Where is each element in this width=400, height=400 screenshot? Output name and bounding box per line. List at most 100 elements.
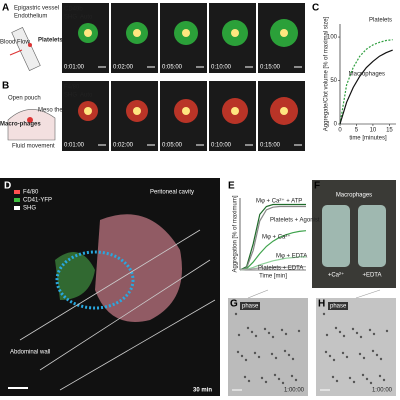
cell: [365, 377, 369, 381]
channel-label: SHG: [64, 15, 77, 21]
cell: [271, 335, 275, 339]
y-tick-label: 50: [330, 78, 337, 84]
cell: [342, 334, 346, 338]
series-label: Platelets: [369, 18, 392, 24]
region-label: Abdominal wall: [10, 350, 50, 356]
cell-core: [280, 29, 288, 37]
cell: [277, 377, 281, 381]
cell-core: [84, 107, 92, 115]
image-h: [316, 298, 396, 396]
cell: [237, 333, 241, 337]
cell-core: [280, 107, 288, 115]
cell: [369, 381, 373, 385]
series-label: Mφ + Ca²⁺: [262, 234, 291, 241]
series-line: [339, 39, 393, 125]
cell: [244, 358, 248, 362]
timestamp: 30 min: [193, 388, 212, 394]
x-tick-label: 5: [355, 128, 359, 134]
channel-label: CD49b: [64, 7, 83, 13]
series-label: Platelets + EDTA: [258, 266, 303, 272]
series-line: [239, 205, 306, 271]
tube-label: +Ca²⁺: [328, 272, 344, 279]
cell: [291, 357, 295, 361]
panel-label: G: [230, 299, 238, 310]
channel-label: F4/80: [64, 85, 80, 91]
diagram-b: [7, 109, 56, 141]
cell: [382, 378, 386, 382]
panel-label: D: [4, 181, 11, 192]
timestamp: 0:15:00: [260, 65, 281, 71]
cell: [297, 329, 301, 333]
cell: [240, 354, 244, 358]
cell: [348, 376, 352, 380]
cell: [375, 353, 379, 357]
cell: [352, 380, 356, 384]
series-label: Mφ + Ca²⁺ + ATP: [256, 198, 302, 205]
diagram-a: [9, 27, 41, 71]
cell: [325, 333, 329, 337]
timestamp: 0:15:00: [260, 143, 281, 149]
panel-label: E: [228, 181, 235, 192]
cell: [270, 352, 274, 356]
legend-label: CD41-YFP: [23, 198, 52, 204]
timestamp: 0:01:00: [64, 143, 85, 149]
timestamp: 0:02:00: [113, 143, 134, 149]
cell-core: [182, 29, 190, 37]
cell: [324, 350, 328, 354]
cell: [368, 328, 372, 332]
series-label: Macrophages: [349, 72, 385, 78]
cell: [332, 358, 336, 362]
cell: [283, 349, 287, 353]
cell: [341, 351, 345, 355]
cell: [281, 381, 285, 385]
tag-bg: [240, 302, 260, 310]
timestamp: 1:00:00: [284, 388, 305, 394]
cell: [322, 312, 326, 316]
cell-core: [133, 29, 141, 37]
cell: [274, 356, 278, 360]
cell: [338, 330, 342, 334]
cell: [243, 375, 247, 379]
cell: [294, 378, 298, 382]
x-tick-label: 10: [370, 128, 377, 134]
timestamp: 0:01:00: [64, 65, 85, 71]
connector: [247, 289, 269, 299]
cell: [284, 332, 288, 336]
cell: [361, 373, 365, 377]
timestamp: 0:02:00: [113, 65, 134, 71]
cell: [253, 351, 257, 355]
series-line: [239, 256, 306, 271]
image-g: [228, 298, 308, 396]
cell: [378, 374, 382, 378]
legend-swatch: [14, 206, 20, 210]
series-line: [239, 266, 306, 271]
cell: [257, 355, 261, 359]
cell: [385, 329, 389, 333]
cell: [247, 379, 251, 383]
cell: [234, 312, 238, 316]
cell: [362, 356, 366, 360]
label: Open pouch: [8, 96, 41, 102]
cell-core: [182, 107, 190, 115]
channel-label: SHG: [64, 93, 77, 99]
cell-core: [84, 29, 92, 37]
label: Endothelium: [14, 14, 47, 20]
y-axis-label: Aggregate/Clot volume [% of maximal size…: [324, 16, 330, 131]
x-tick-label: 0: [338, 128, 342, 134]
y-tick-label: 0: [334, 122, 338, 128]
label: Macro-phages: [0, 122, 41, 128]
series-label: Mφ + EDTA: [276, 254, 307, 260]
tube-label: +EDTA: [362, 273, 381, 279]
cell: [236, 350, 240, 354]
region-label: Peritoneal cavity: [150, 190, 194, 196]
label: Platelets: [38, 38, 63, 44]
cell: [250, 330, 254, 334]
timestamp: 0:05:00: [162, 65, 183, 71]
cell: [246, 326, 250, 330]
cell: [260, 376, 264, 380]
cell: [345, 355, 349, 359]
cell: [331, 375, 335, 379]
mode-label: phase: [242, 304, 259, 310]
y-axis-label: Aggregation [% of maximum]: [233, 195, 239, 272]
